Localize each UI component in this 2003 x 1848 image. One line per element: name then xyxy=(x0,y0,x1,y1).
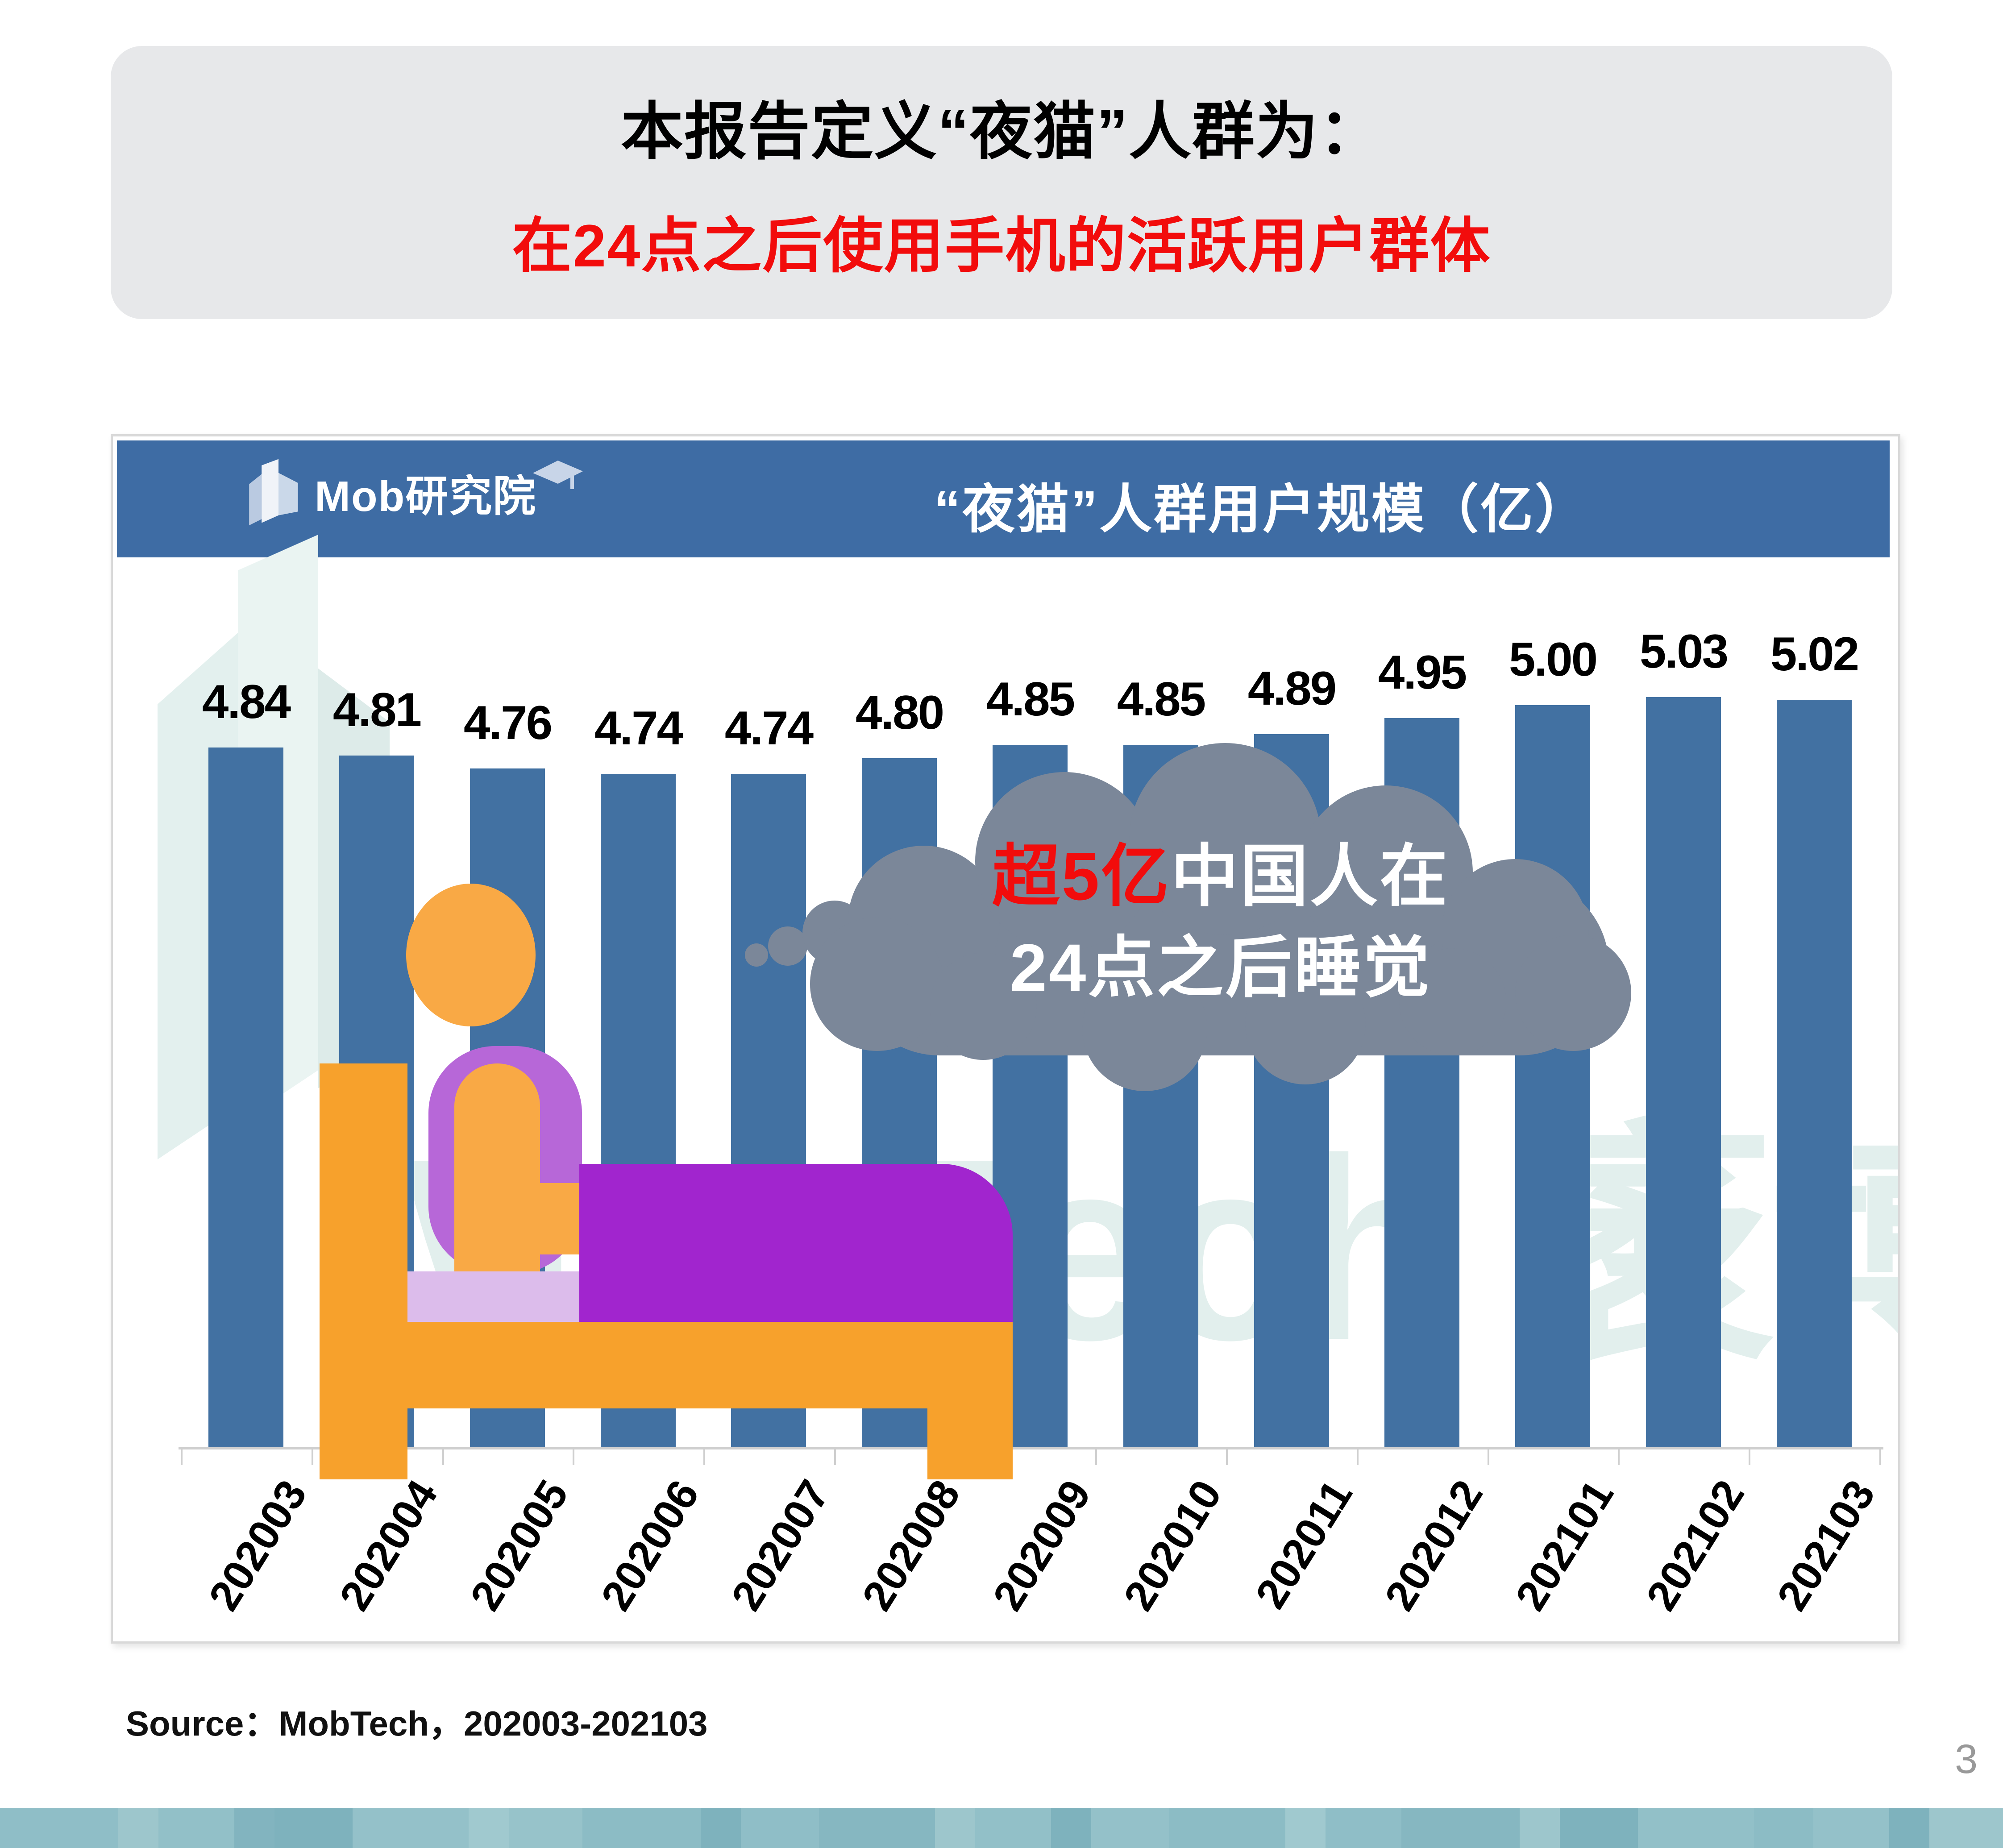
x-axis-line xyxy=(179,1447,1883,1449)
bed-blanket xyxy=(579,1164,1013,1322)
footer-strip-segment xyxy=(975,1808,1051,1848)
bar-value-label: 4.81 xyxy=(332,683,422,736)
bed-mattress xyxy=(407,1271,579,1322)
footer-strip-segment xyxy=(1285,1808,1326,1848)
cloud-text-line1: 超5亿中国人在 xyxy=(810,821,1631,919)
footer-strip-segment xyxy=(0,1808,118,1848)
x-axis-tick xyxy=(1095,1449,1097,1465)
footer-strip-segment xyxy=(1051,1808,1091,1848)
footer-strip-segment xyxy=(234,1808,274,1848)
x-axis-tick xyxy=(1879,1449,1881,1465)
bed-headboard xyxy=(320,1063,407,1479)
footer-strip-segment xyxy=(1091,1808,1169,1848)
bar-value-label: 5.02 xyxy=(1770,627,1859,681)
x-axis-tick xyxy=(1356,1449,1359,1465)
footer-strip-segment xyxy=(1929,1808,2003,1848)
footer-strip-segment xyxy=(1754,1808,1813,1848)
footer-strip-segment xyxy=(819,1808,935,1848)
footer-strip-segment xyxy=(1401,1808,1520,1848)
bar-202102 xyxy=(1646,697,1721,1447)
footer-strip-segment xyxy=(701,1808,741,1848)
bar-value-label: 4.74 xyxy=(724,701,814,755)
cloud-highlight-text: 超5亿 xyxy=(992,839,1171,914)
x-axis-tick xyxy=(1749,1449,1751,1465)
bar-value-label: 4.85 xyxy=(986,672,1075,726)
person-head xyxy=(406,884,536,1026)
bar-value-label: 4.76 xyxy=(463,696,553,749)
bed-base xyxy=(407,1322,1013,1408)
x-axis-tick xyxy=(1226,1449,1228,1465)
bar-value-label: 4.74 xyxy=(594,701,683,755)
footer-strip-segment xyxy=(1520,1808,1560,1848)
bar-value-label: 5.03 xyxy=(1639,624,1729,678)
banner-title-line2: 在24点之后使用手机的活跃用户群体 xyxy=(512,213,1491,279)
footer-strip-segment xyxy=(1560,1808,1638,1848)
footer-strip-segment xyxy=(582,1808,701,1848)
footer-strip-segment xyxy=(1813,1808,1889,1848)
x-axis-tick xyxy=(181,1449,183,1465)
footer-strip-segment xyxy=(274,1808,353,1848)
mob-building-icon xyxy=(249,459,298,526)
bar-value-label: 4.84 xyxy=(202,675,291,728)
bar-value-label: 4.95 xyxy=(1378,645,1467,699)
sleeping-person-illustration xyxy=(113,436,1898,1641)
bar-value-label: 4.85 xyxy=(1117,672,1206,726)
footer-strip-segment xyxy=(935,1808,975,1848)
x-axis-tick xyxy=(442,1449,444,1465)
footer-strip-segment xyxy=(509,1808,582,1848)
thought-cloud: 超5亿中国人在 24点之后睡觉 xyxy=(810,743,1631,1113)
bar-202101 xyxy=(1515,705,1590,1447)
footer-strip-segment xyxy=(741,1808,819,1848)
chart-title: “夜猫”人群用户规模（亿） xyxy=(934,480,1589,539)
footer-strip-segment xyxy=(469,1808,509,1848)
x-axis-tick xyxy=(703,1449,706,1465)
graduation-cap-icon xyxy=(533,461,583,489)
x-axis-tick xyxy=(1487,1449,1489,1465)
footer-strip-segment xyxy=(1889,1808,1929,1848)
bed-leg xyxy=(927,1408,1013,1479)
mob-logo: Mob研究院 xyxy=(244,457,585,528)
chart-header-bar: Mob研究院 “夜猫”人群用户规模（亿） xyxy=(117,440,1890,557)
x-axis-tick xyxy=(1618,1449,1620,1465)
footer-strip-segment xyxy=(1169,1808,1285,1848)
thought-dot-medium xyxy=(768,926,807,966)
bar-202003 xyxy=(208,748,283,1447)
footer-strip-segment xyxy=(1638,1808,1754,1848)
chart-panel: MobTech 袤博 Mob研究院 “夜猫”人群用户规模（亿） 4.842020… xyxy=(111,434,1900,1644)
definition-banner: 本报告定义“夜猫”人群为： 在24点之后使用手机的活跃用户群体 xyxy=(111,46,1892,319)
source-note: Source：MobTech，202003-202103 xyxy=(126,1704,708,1743)
page-number: 3 xyxy=(1955,1736,1978,1782)
footer-strip-segment xyxy=(353,1808,469,1848)
bar-202103 xyxy=(1777,700,1852,1447)
thought-dot-small xyxy=(745,943,768,967)
footer-decorative-strip xyxy=(0,1808,2003,1848)
bar-value-label: 5.00 xyxy=(1508,632,1598,686)
x-axis-tick xyxy=(311,1449,313,1465)
banner-title-line1: 本报告定义“夜猫”人群为： xyxy=(620,96,1382,166)
cloud-text-line2: 24点之后睡觉 xyxy=(1010,930,1432,1005)
x-axis-tick xyxy=(573,1449,575,1465)
footer-strip-segment xyxy=(1326,1808,1401,1848)
mob-logo-text: Mob研究院 xyxy=(315,472,537,520)
footer-strip-segment xyxy=(118,1808,158,1848)
bar-value-label: 4.89 xyxy=(1247,661,1337,715)
bar-value-label: 4.80 xyxy=(855,685,944,739)
x-axis-tick xyxy=(834,1449,836,1465)
footer-strip-segment xyxy=(158,1808,234,1848)
cloud-line1-rest: 中国人在 xyxy=(1171,839,1450,914)
